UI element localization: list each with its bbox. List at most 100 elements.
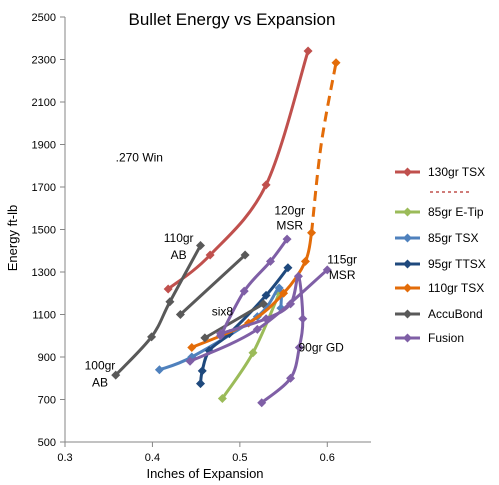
- legend-item-accubond: AccuBond: [395, 307, 483, 321]
- legend-swatch-marker: [403, 333, 412, 343]
- annotation-label: 110gr: [164, 231, 194, 245]
- data-point: [196, 379, 206, 389]
- y-tick-label: 2500: [32, 12, 56, 24]
- series-fusion: [185, 234, 332, 408]
- axes: 500 700 900 1100 1300 1500 1700 1900 2100 2300 250…: [32, 12, 371, 464]
- data-point: [265, 256, 275, 266]
- data-point: [187, 342, 197, 352]
- data-point: [240, 250, 250, 260]
- data-point: [286, 373, 296, 383]
- data-point: [294, 342, 304, 352]
- legend-swatch-marker: [403, 167, 412, 177]
- legend-label: 85gr TSX: [428, 231, 478, 245]
- data-point: [300, 256, 310, 266]
- data-point: [252, 324, 262, 334]
- y-tick-label: 1700: [32, 182, 56, 194]
- y-tick-label: 1300: [32, 267, 56, 279]
- series-130gr-tsx: [163, 46, 313, 294]
- y-tick-label: 2300: [32, 55, 56, 67]
- data-point: [282, 234, 292, 244]
- x-tick-label: 0.4: [145, 452, 160, 464]
- data-point: [185, 356, 195, 366]
- data-point: [175, 310, 185, 319]
- y-tick-label: 1100: [32, 310, 56, 322]
- series-line-segment: [204, 302, 265, 340]
- annotation-label: 100gr: [85, 359, 116, 373]
- series-line-segment: [179, 253, 247, 316]
- legend-swatch-marker: [403, 283, 412, 293]
- data-point: [217, 393, 227, 403]
- y-tick-label: 700: [38, 395, 56, 407]
- legend-swatch-marker: [403, 233, 412, 243]
- series-line-segment: [219, 238, 289, 337]
- annotation-label: MSR: [276, 218, 303, 232]
- data-point: [200, 333, 210, 343]
- annotation-label: .270 Win: [116, 150, 163, 164]
- data-point: [286, 299, 296, 309]
- data-point: [303, 46, 313, 56]
- data-point: [196, 240, 206, 250]
- legend-label: 110gr TSX: [428, 281, 484, 295]
- data-point: [261, 290, 271, 300]
- data-point: [322, 265, 332, 275]
- data-point: [298, 314, 308, 324]
- y-tick-label: 500: [38, 437, 56, 449]
- data-point: [293, 271, 303, 281]
- annotation-label: six8: [212, 304, 234, 318]
- annotation-label: AB: [92, 376, 108, 390]
- data-point: [258, 299, 268, 309]
- data-point: [111, 370, 121, 380]
- legend-swatch-marker: [403, 207, 412, 217]
- legend: 130gr TSX 85gr E-Tip 85gr TSX 95gr TTSX 110g…: [395, 165, 486, 345]
- series-line: [167, 50, 310, 291]
- series-line-dashed: [310, 62, 338, 233]
- x-axis-label: Inches of Expansion: [146, 466, 263, 481]
- annotation-label: AB: [171, 248, 187, 262]
- data-point: [279, 288, 289, 298]
- y-tick-label: 900: [38, 352, 56, 364]
- y-tick-label: 1500: [32, 225, 56, 237]
- y-tick-label: 1900: [32, 140, 56, 152]
- legend-label: 95gr TTSX: [428, 257, 486, 271]
- data-point: [261, 314, 271, 324]
- series-accubond: [111, 240, 268, 380]
- data-point: [147, 332, 157, 342]
- data-point: [239, 286, 249, 296]
- annotation-label: 115gr: [327, 252, 357, 266]
- data-point: [165, 297, 175, 307]
- legend-item-130gr-tsx: 130gr TSX: [395, 165, 485, 179]
- annotation-label: 90gr GD: [298, 340, 344, 354]
- chart-title: Bullet Energy vs Expansion: [129, 10, 336, 29]
- data-point: [163, 284, 173, 294]
- data-point: [261, 180, 271, 190]
- annotation-label: MSR: [329, 268, 356, 282]
- legend-item-85gr-tsx: 85gr TSX: [395, 231, 478, 245]
- legend-swatch-marker: [403, 309, 412, 319]
- legend-item-110gr-tsx: 110gr TSX: [395, 281, 484, 295]
- legend-swatch-marker: [403, 259, 412, 269]
- legend-label: Fusion: [428, 331, 464, 345]
- x-tick-label: 0.5: [232, 452, 247, 464]
- legend-label: 130gr TSX: [428, 165, 485, 179]
- data-point: [257, 398, 267, 408]
- y-tick-label: 2100: [32, 97, 56, 109]
- data-point: [331, 58, 341, 68]
- annotation-label: 120gr: [274, 203, 305, 217]
- x-tick-label: 0.3: [57, 452, 72, 464]
- annotations: .270 Win110grAB120grMSR115grMSRsix8100gr…: [85, 150, 357, 389]
- data-point: [283, 263, 293, 273]
- data-point: [307, 228, 317, 238]
- data-point: [248, 348, 258, 358]
- legend-item-85gr-e-tip: 85gr E-Tip: [395, 205, 484, 219]
- plot-area: [111, 46, 341, 408]
- x-tick-label: 0.6: [320, 452, 335, 464]
- legend-item-95gr-ttsx: 95gr TTSX: [395, 257, 486, 271]
- data-point: [274, 283, 284, 293]
- data-point: [154, 365, 164, 375]
- legend-label: AccuBond: [428, 307, 483, 321]
- y-axis-label: Energy ft-lb: [5, 205, 20, 271]
- legend-item-fusion: Fusion: [395, 331, 464, 345]
